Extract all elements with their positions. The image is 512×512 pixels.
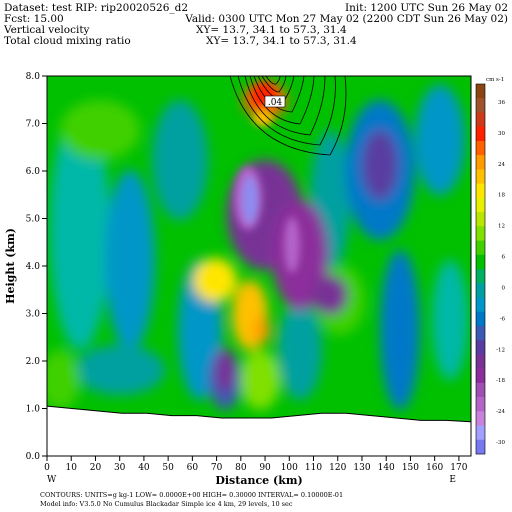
header-field2-xy: XY= 13.7, 34.1 to 57.3, 31.4 — [206, 35, 357, 47]
contour-label-box — [264, 95, 286, 108]
colorbar-label: 24 — [498, 162, 505, 168]
colorbar-swatch — [476, 240, 485, 256]
colorbar-units: cm s-1 — [486, 77, 504, 83]
terrain — [47, 405, 471, 456]
y-tick-label: 6.0 — [26, 167, 41, 177]
colorbar-swatch — [476, 269, 485, 284]
x-tick-label: 10 — [66, 463, 78, 473]
x-tick-label: 80 — [235, 463, 247, 473]
colorbar-label: 18 — [498, 193, 505, 199]
x-tick-label: 130 — [353, 463, 370, 473]
x-tick-label: 140 — [378, 463, 395, 473]
x-tick-label: 160 — [426, 463, 443, 473]
x-tick-label: 170 — [450, 463, 467, 473]
colorbar-swatch — [476, 354, 485, 369]
y-tick-label: 1.0 — [26, 405, 41, 415]
colorbar-label: 36 — [498, 100, 505, 106]
colorbar-label: 12 — [498, 224, 505, 230]
contour-label: .04 — [268, 98, 283, 108]
colorbar-swatch — [476, 397, 485, 412]
x-endpoint-west: W — [47, 475, 57, 485]
colorbar-swatch — [476, 340, 485, 355]
colorbar-swatch — [476, 169, 485, 184]
colorbar-swatch — [476, 325, 485, 341]
x-tick-label: 20 — [90, 463, 102, 473]
colorbar-swatch — [476, 411, 485, 426]
header-field1: Vertical velocity — [3, 24, 90, 36]
x-tick-label: 30 — [114, 463, 126, 473]
y-tick-label: 8.0 — [26, 72, 41, 82]
y-axis: 0.0 1.0 2.0 3.0 4.0 5.0 6.0 7.0 8.0 — [26, 72, 47, 462]
colorbar-label: -6 — [500, 316, 506, 322]
colorbar-frame — [475, 83, 486, 455]
colorbar-swatch — [476, 183, 485, 199]
x-tick-label: 110 — [305, 463, 322, 473]
x-axis: 0 10 20 30 40 50 60 70 80 90 100 110 120 130 140 150 160… — [44, 456, 468, 473]
colorbar-swatch — [476, 226, 485, 241]
x-tick-label: 60 — [187, 463, 199, 473]
y-tick-label: 2.0 — [26, 357, 41, 367]
colorbar-swatch — [476, 155, 485, 170]
y-axis-title: Height (km) — [4, 228, 17, 304]
velocity-field: .04 — [47, 76, 471, 456]
colorbar-swatch — [476, 140, 485, 156]
colorbar-label: -30 — [496, 440, 505, 446]
colorbar-swatch — [476, 311, 485, 327]
colorbar-label: 30 — [498, 131, 505, 137]
x-endpoint-east: E — [449, 475, 456, 485]
y-tick-label: 4.0 — [26, 262, 41, 272]
field-blobs — [47, 82, 468, 410]
header-field1-xy: XY= 13.7, 34.1 to 57.3, 31.4 — [196, 24, 347, 36]
colorbar: 36 30 24 18 12 6 0 -6 -12 -18 -24 -30 — [475, 83, 506, 455]
colorbar-label: 6 — [502, 255, 506, 261]
header-valid: Valid: 0300 UTC Mon 27 May 02 (2200 CDT … — [184, 13, 508, 25]
header-fcst: Fcst: 15.00 — [4, 13, 64, 25]
colorbar-swatch — [476, 368, 485, 384]
header-init: Init: 1200 UTC Sun 26 May 02 — [345, 2, 508, 14]
colorbar-label: -24 — [496, 409, 505, 415]
y-tick-label: 5.0 — [26, 215, 41, 225]
colorbar-label: -12 — [496, 347, 505, 353]
header-field2: Total cloud mixing ratio — [4, 35, 131, 47]
cloud-contours — [229, 76, 347, 156]
x-tick-label: 0 — [44, 463, 50, 473]
x-tick-label: 50 — [162, 463, 174, 473]
colorbar-swatch — [476, 425, 485, 441]
header-dataset: Dataset: test RIP: rip20020526_d2 — [4, 2, 188, 14]
colorbar-swatch — [476, 98, 485, 113]
x-tick-label: 90 — [259, 463, 271, 473]
colorbar-swatch — [476, 126, 485, 142]
colorbar-swatch — [476, 84, 485, 99]
footer-contours: CONTOURS: UNITS=g kg-1 LOW= 0.0000E+00 H… — [40, 491, 343, 499]
colorbar-swatch — [476, 297, 485, 312]
colorbar-label: -18 — [496, 378, 505, 384]
colorbar-swatch — [476, 212, 485, 227]
x-tick-label: 150 — [402, 463, 419, 473]
y-tick-label: 7.0 — [26, 120, 41, 130]
x-tick-label: 40 — [138, 463, 150, 473]
colorbar-swatch — [476, 197, 485, 213]
y-tick-label: 0.0 — [26, 452, 41, 462]
y-tick-label: 3.0 — [26, 310, 41, 320]
x-tick-label: 120 — [329, 463, 346, 473]
colorbar-swatch — [476, 254, 485, 270]
colorbar-swatch — [476, 112, 485, 127]
colorbar-label: 0 — [502, 286, 506, 292]
colorbar-swatch — [476, 439, 485, 455]
x-tick-label: 100 — [281, 463, 298, 473]
footer-model-info: Model info: V3.5.0 No Cumulus Blackadar … — [40, 500, 293, 508]
colorbar-swatch — [476, 382, 485, 398]
x-axis-title: Distance (km) — [215, 474, 302, 487]
colorbar-swatch — [476, 283, 485, 298]
x-tick-label: 70 — [211, 463, 223, 473]
